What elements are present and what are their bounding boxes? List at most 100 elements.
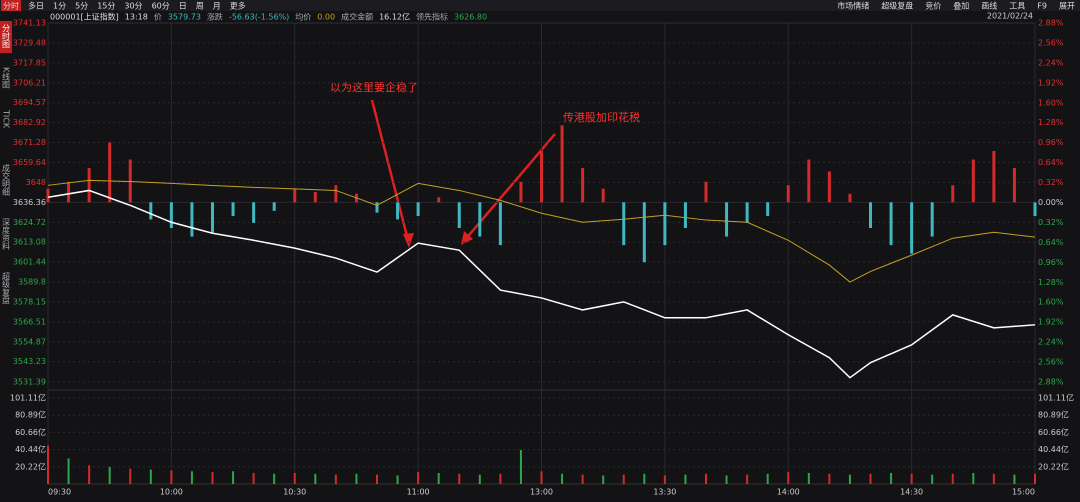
volume-tick-label: 101.11亿: [1038, 393, 1074, 403]
sidebar-tab[interactable]: 超级复盘: [2, 271, 11, 304]
tab[interactable]: 1分: [53, 2, 66, 11]
sidebar-tab[interactable]: TICK: [2, 109, 11, 129]
volume-bar: [437, 472, 440, 484]
volume-bar: [478, 474, 481, 484]
tab[interactable]: 更多: [230, 1, 246, 11]
tab[interactable]: 月: [213, 2, 221, 11]
volume-bar: [561, 473, 564, 484]
breadth-bar: [396, 202, 400, 220]
y2-tick-label: 1.60%: [1038, 298, 1064, 307]
tab[interactable]: 日: [179, 2, 187, 11]
tab[interactable]: 30分: [124, 2, 142, 11]
x-tick-label: 14:00: [777, 488, 800, 497]
toolbar-button[interactable]: 工具: [1009, 2, 1025, 11]
breadth-bar: [601, 188, 605, 203]
breadth-bar: [992, 150, 996, 203]
toolbar-button[interactable]: 市场情绪: [837, 1, 869, 11]
breadth-bar: [642, 202, 646, 263]
y2-tick-label: 0.32%: [1038, 218, 1064, 227]
volume-bar: [581, 474, 584, 484]
y-tick-label: 3648: [26, 178, 46, 187]
breadth-bar: [211, 202, 214, 234]
tab[interactable]: 分时: [3, 1, 19, 11]
toolbar-button[interactable]: 竞价: [925, 1, 941, 11]
breadth-bar: [108, 142, 112, 203]
breadth-bar: [1012, 168, 1016, 203]
breadth-bar: [334, 185, 338, 203]
y-tick-label: 3566.51: [13, 317, 46, 326]
y-tick-label: 3659.64: [13, 158, 46, 167]
volume-bar: [910, 473, 913, 484]
breadth-bar: [416, 202, 420, 217]
volume-bar: [766, 473, 769, 484]
toolbar-button[interactable]: 超级复盘: [881, 1, 913, 11]
toolbar-button[interactable]: 展开: [1059, 2, 1075, 11]
y-tick-label: 3578.15: [13, 297, 46, 306]
x-tick-label: 13:30: [653, 488, 676, 497]
volume-bar: [1013, 474, 1016, 484]
y-tick-label: 3636.36: [13, 198, 46, 207]
y2-tick-label: 2.88%: [1038, 19, 1064, 28]
y2-tick-label: 2.24%: [1038, 58, 1064, 67]
tab[interactable]: 周: [196, 2, 204, 11]
price-line: [47, 179, 1036, 283]
volume-tick-label: 101.11亿: [10, 393, 46, 403]
y-tick-label: 3717.85: [13, 58, 46, 67]
y-tick-label: 3706.21: [13, 78, 46, 87]
volume-bar: [705, 473, 707, 484]
breadth-bar: [951, 185, 955, 203]
y-tick-label: 3741.13: [13, 19, 46, 28]
volume-bar: [992, 473, 995, 484]
sidebar-tab[interactable]: 深度资料: [2, 218, 11, 251]
breadth-bar: [190, 202, 194, 237]
arrow: [370, 99, 411, 245]
toolbar-button[interactable]: 画线: [981, 1, 997, 11]
sidebar-tab[interactable]: K线图: [2, 67, 11, 89]
breadth-bar: [149, 202, 153, 220]
volume-bar: [458, 473, 461, 484]
volume-bar: [170, 470, 173, 484]
volume-bar: [931, 474, 934, 484]
breadth-bar: [704, 181, 708, 203]
volume-bar: [787, 472, 790, 484]
breadth-bar: [46, 188, 50, 203]
info-price: 3579.73: [168, 13, 201, 22]
sidebar-active: [0, 21, 12, 53]
toolbar-button[interactable]: F9: [1037, 2, 1047, 11]
y-tick-label: 3601.44: [13, 258, 46, 267]
y-tick-label: 3624.72: [13, 218, 46, 227]
annotation: 传港股加印花税: [563, 110, 640, 124]
price-line: [47, 189, 1036, 379]
breadth-bar: [807, 159, 811, 203]
breadth-bar: [889, 202, 893, 246]
volume-bar: [314, 473, 317, 484]
breadth-bar: [87, 168, 91, 203]
tab-active: [1, 0, 21, 11]
x-tick-label: 14:30: [900, 488, 923, 497]
tab[interactable]: 多日: [28, 1, 44, 11]
info-price-label: 价: [154, 13, 162, 22]
volume-bar: [643, 473, 646, 484]
volume-bar: [622, 474, 625, 484]
breadth-bar: [622, 202, 626, 246]
sidebar-tab[interactable]: 成交明细: [2, 163, 11, 197]
sidebar-tab[interactable]: 分时图: [2, 24, 11, 49]
volume-tick-label: 40.44亿: [1038, 444, 1069, 454]
volume-bar: [190, 471, 193, 484]
tab[interactable]: 15分: [97, 2, 115, 11]
y2-tick-label: 1.92%: [1038, 318, 1064, 327]
volume-tick-label: 20.22亿: [15, 461, 46, 471]
y-tick-label: 3554.87: [13, 337, 46, 346]
tab[interactable]: 5分: [75, 2, 88, 11]
volume-bar: [869, 473, 872, 484]
volume-bar: [828, 473, 831, 484]
x-tick-label: 10:30: [283, 488, 306, 497]
volume-bar: [746, 474, 749, 484]
toolbar-button[interactable]: 叠加: [953, 1, 969, 11]
tab[interactable]: 60分: [152, 2, 170, 11]
breadth-bar: [313, 192, 317, 203]
info-code: 000001[上证指数]: [50, 12, 119, 22]
volume-bar: [273, 473, 276, 484]
info-change-label: 涨跌: [207, 12, 223, 22]
